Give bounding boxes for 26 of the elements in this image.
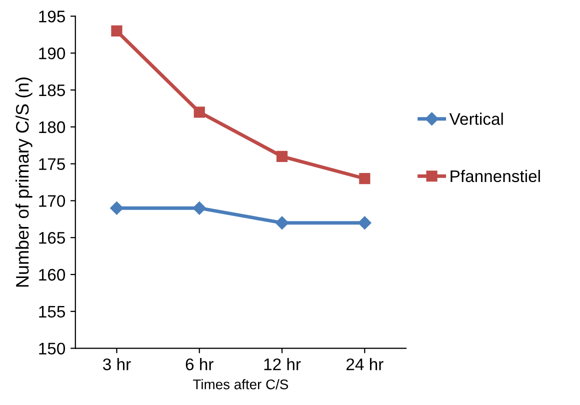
y-tick-label: 150 [39,342,66,355]
y-tick-label: 195 [39,10,65,22]
y-tick-label: 185 [39,84,65,96]
point [358,216,372,230]
point [111,25,122,37]
point [192,201,206,215]
y-tick-label: 170 [39,195,66,207]
x-tick-label: 12 hr [264,358,301,370]
legend-label: Vertical [449,112,503,125]
x-tick-label: 6 hr [186,358,214,370]
point [194,106,205,118]
x-tick-label: 24 hr [346,358,384,370]
point [359,173,370,184]
y-tick-label: 180 [39,121,66,134]
y-tick-label: 155 [39,306,65,318]
legend-label: Pfannenstiel [450,170,540,182]
y-tick-label: 165 [39,232,65,244]
y-axis-title: Number of primary C/S (n) [15,78,32,287]
x-tick-label: 3 hr [103,358,131,370]
y-tick-label: 160 [39,268,66,281]
x-axis-title: Times after C/S [193,379,288,390]
y-tick-label: 190 [39,48,66,60]
y-tick-label: 175 [39,158,65,170]
point [110,201,124,215]
point [275,216,289,230]
point [276,150,288,162]
